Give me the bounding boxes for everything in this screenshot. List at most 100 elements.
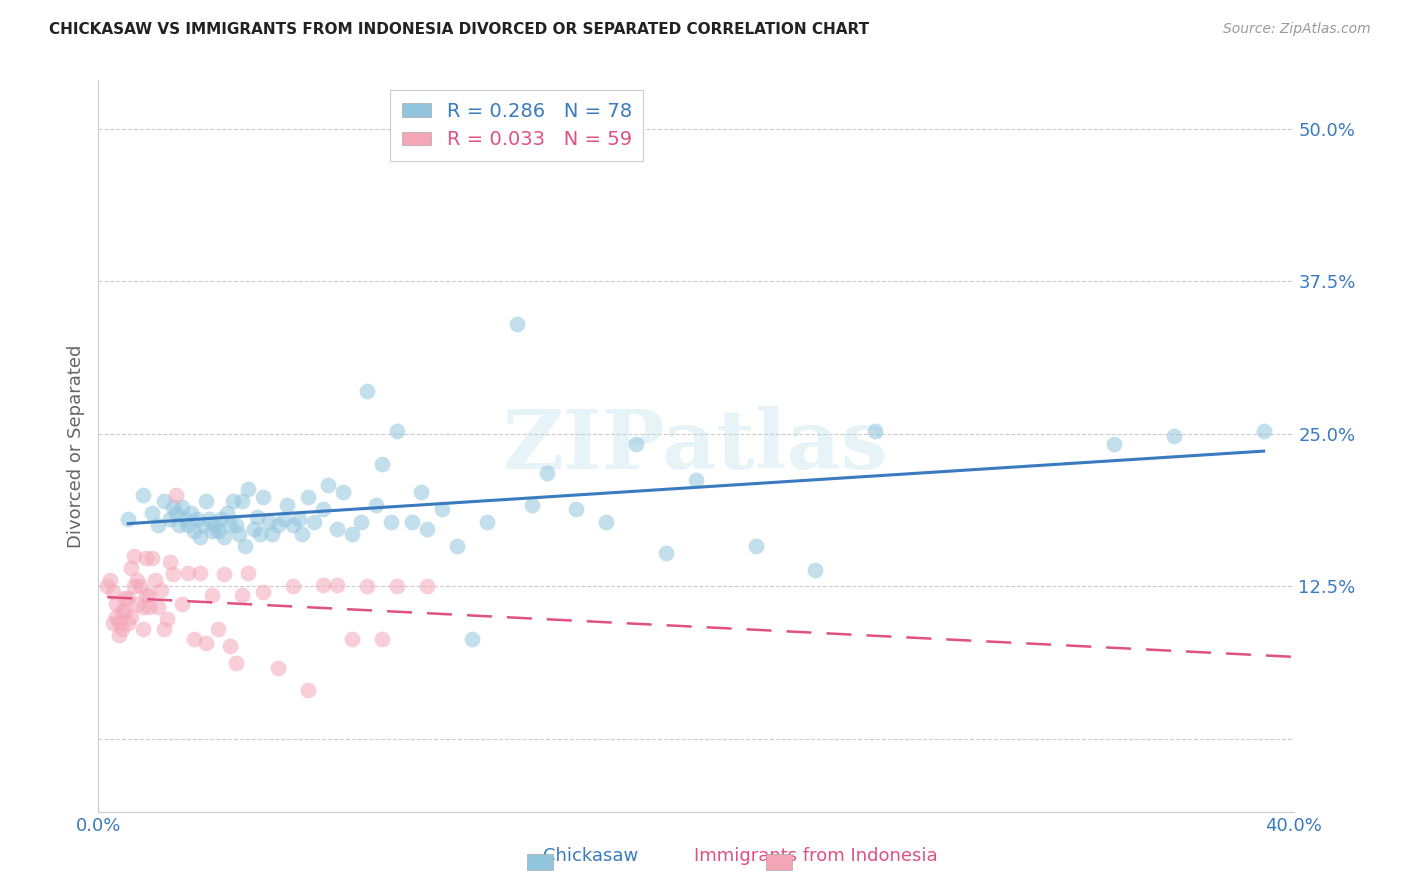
Point: [201, 588, 224, 602]
Point: [117, 591, 139, 606]
Point: [105, 609, 128, 624]
Point: [148, 599, 170, 614]
Point: [162, 500, 184, 514]
Point: [865, 425, 887, 439]
Point: [461, 632, 484, 646]
Point: [318, 478, 340, 492]
Point: [685, 473, 707, 487]
Point: [371, 632, 394, 646]
Point: [143, 573, 166, 587]
Point: [380, 515, 402, 529]
Point: [366, 498, 388, 512]
Point: [745, 539, 768, 553]
Point: [1163, 429, 1185, 443]
Point: [1104, 436, 1126, 450]
Point: [416, 579, 439, 593]
Point: [297, 682, 319, 697]
Point: [103, 585, 125, 599]
Point: [177, 518, 200, 533]
Point: [311, 502, 333, 516]
Point: [201, 524, 224, 539]
Point: [273, 512, 295, 526]
Text: Immigrants from Indonesia: Immigrants from Indonesia: [693, 847, 938, 865]
Point: [165, 506, 187, 520]
Point: [260, 526, 283, 541]
Point: [291, 526, 314, 541]
Point: [401, 515, 423, 529]
Point: [191, 518, 214, 533]
Point: [141, 551, 163, 566]
Point: [212, 567, 235, 582]
Point: [186, 512, 208, 526]
Point: [231, 494, 253, 508]
Point: [212, 530, 235, 544]
Point: [132, 599, 155, 614]
Point: [385, 579, 409, 593]
Point: [108, 615, 131, 630]
Point: [252, 585, 274, 599]
Point: [117, 512, 139, 526]
Point: [124, 579, 146, 593]
Point: [252, 490, 274, 504]
Point: [215, 506, 238, 520]
Point: [332, 485, 354, 500]
Point: [204, 518, 226, 533]
Point: [506, 317, 529, 331]
Point: [135, 588, 157, 602]
Point: [138, 599, 160, 614]
Point: [127, 573, 149, 587]
Point: [174, 512, 197, 526]
Point: [475, 515, 498, 529]
Point: [177, 566, 200, 580]
Point: [267, 661, 290, 675]
Point: [804, 563, 827, 577]
Point: [135, 551, 157, 566]
Point: [222, 494, 245, 508]
Point: [162, 567, 184, 582]
Text: CHICKASAW VS IMMIGRANTS FROM INDONESIA DIVORCED OR SEPARATED CORRELATION CHART: CHICKASAW VS IMMIGRANTS FROM INDONESIA D…: [49, 22, 869, 37]
Point: [297, 490, 319, 504]
Point: [159, 555, 181, 569]
Point: [120, 561, 142, 575]
Point: [219, 639, 242, 653]
Point: [114, 591, 136, 606]
Point: [257, 515, 280, 529]
Point: [180, 506, 202, 520]
Point: [156, 612, 179, 626]
Point: [416, 522, 439, 536]
Point: [233, 539, 256, 553]
Point: [276, 498, 298, 512]
Point: [342, 526, 364, 541]
Y-axis label: Divorced or Separated: Divorced or Separated: [66, 344, 84, 548]
Point: [124, 549, 146, 563]
Point: [172, 598, 194, 612]
Point: [188, 566, 211, 580]
Point: [132, 488, 155, 502]
Point: [281, 579, 304, 593]
Point: [655, 546, 678, 560]
Point: [120, 609, 142, 624]
Point: [228, 526, 250, 541]
Point: [172, 500, 194, 514]
Point: [356, 579, 378, 593]
Point: [1253, 425, 1275, 439]
Point: [236, 482, 259, 496]
Point: [565, 502, 588, 516]
Text: ZIPatlas: ZIPatlas: [503, 406, 889, 486]
Point: [231, 588, 253, 602]
Point: [326, 578, 349, 592]
Point: [249, 526, 271, 541]
Point: [129, 579, 152, 593]
Point: [96, 579, 118, 593]
Point: [105, 598, 128, 612]
Point: [117, 615, 139, 630]
Point: [195, 636, 218, 650]
Point: [111, 604, 134, 618]
Point: [98, 573, 122, 587]
Point: [311, 578, 333, 592]
Point: [350, 515, 373, 529]
Point: [167, 518, 190, 533]
Point: [302, 515, 325, 529]
Point: [153, 494, 176, 508]
Point: [183, 632, 205, 646]
